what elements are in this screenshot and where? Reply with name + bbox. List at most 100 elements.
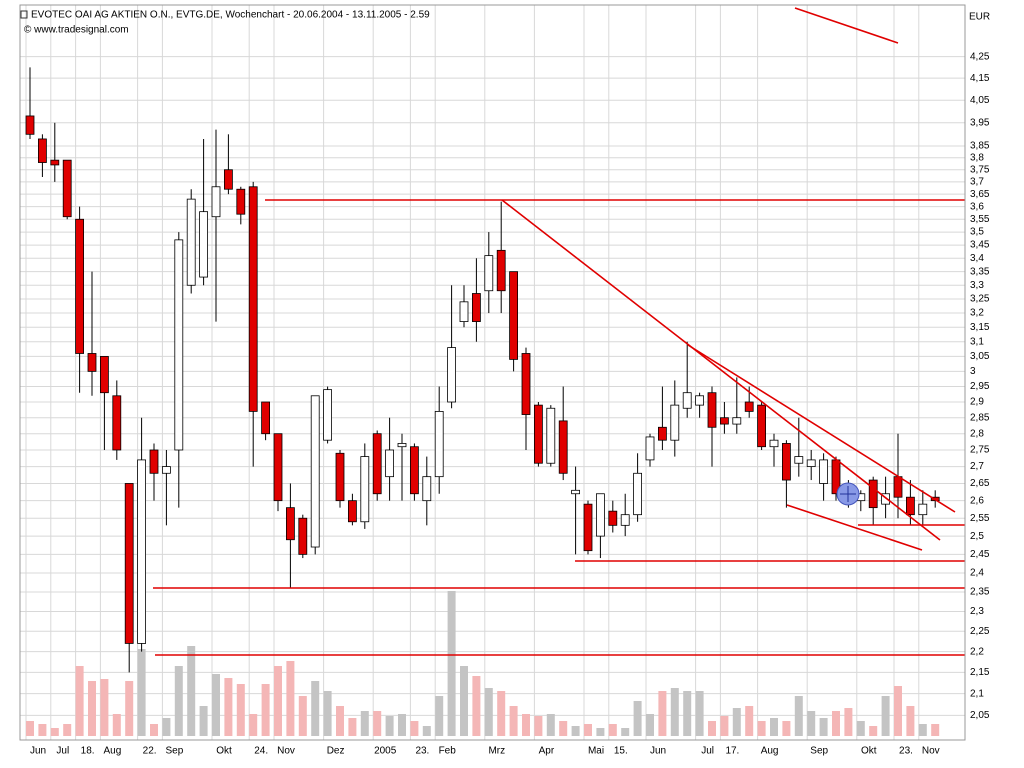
x-tick-label: Dez bbox=[327, 746, 345, 757]
marker bbox=[836, 482, 860, 506]
volume-bar bbox=[621, 728, 630, 736]
volume-bar bbox=[732, 708, 741, 736]
volume-bar bbox=[422, 726, 431, 736]
candle-body bbox=[806, 459, 816, 467]
y-tick-label: 4,15 bbox=[970, 73, 990, 84]
y-tick-label: 3,6 bbox=[970, 201, 984, 212]
volume-bar bbox=[460, 666, 468, 736]
y-tick-label: 2,05 bbox=[970, 710, 990, 721]
volume-bar bbox=[63, 724, 72, 736]
volume-bar bbox=[336, 706, 344, 736]
trend-line bbox=[786, 504, 923, 551]
x-tick-label: Aug bbox=[104, 746, 122, 757]
volume-bar bbox=[584, 724, 592, 736]
y-tick-label: 3,35 bbox=[970, 266, 990, 277]
volume-bar bbox=[683, 691, 692, 736]
x-tick-label: 15. bbox=[614, 746, 628, 757]
volume-bar bbox=[571, 726, 580, 736]
x-tick-label: Apr bbox=[539, 746, 555, 757]
volume-bar bbox=[484, 688, 493, 736]
volume-bar bbox=[844, 708, 853, 736]
y-tick-label: 3,85 bbox=[970, 141, 990, 152]
candle-body bbox=[484, 255, 494, 292]
x-tick-label: Mai bbox=[588, 746, 604, 757]
candle-body bbox=[422, 476, 432, 502]
y-tick-label: 3,5 bbox=[970, 227, 984, 238]
candle-body bbox=[720, 417, 729, 425]
volume-bar bbox=[472, 676, 481, 736]
candle-body bbox=[335, 452, 345, 502]
volume-bar bbox=[832, 711, 840, 736]
x-tick-label: Feb bbox=[439, 746, 457, 757]
y-tick-label: 3,3 bbox=[970, 280, 984, 291]
candle-body bbox=[211, 186, 221, 218]
candle-body bbox=[645, 436, 655, 461]
volume-bar bbox=[782, 721, 791, 736]
volume-bar bbox=[26, 721, 34, 736]
volume-bar bbox=[522, 714, 530, 736]
volume-bar bbox=[75, 666, 84, 736]
y-tick-label: 3,15 bbox=[970, 322, 990, 333]
y-tick-label: 2,55 bbox=[970, 513, 990, 524]
grid bbox=[20, 5, 965, 740]
y-tick-label: 2,35 bbox=[970, 587, 990, 598]
x-tick-label: Jul bbox=[56, 746, 69, 757]
volume-bar bbox=[150, 724, 158, 736]
y-tick-label: 3,4 bbox=[970, 253, 984, 264]
volume-bar bbox=[373, 711, 382, 736]
candle-body bbox=[372, 433, 382, 495]
volume-bar bbox=[819, 718, 828, 736]
candle-body bbox=[38, 138, 47, 163]
y-tick-label: 4,05 bbox=[970, 95, 990, 106]
y-tick-label: 2,5 bbox=[970, 531, 984, 542]
y-tick-label: 2,8 bbox=[970, 428, 984, 439]
volume-bar bbox=[100, 679, 109, 736]
y-tick-label: 2,45 bbox=[970, 549, 990, 560]
trend-line bbox=[687, 344, 956, 513]
y-tick-label: 3,7 bbox=[970, 177, 984, 188]
candle-body bbox=[360, 456, 370, 523]
y-tick-label: 2,2 bbox=[970, 646, 984, 657]
candle-body bbox=[695, 395, 704, 406]
trend-line bbox=[794, 7, 899, 44]
y-tick-label: 3,2 bbox=[970, 308, 984, 319]
candle-body bbox=[434, 410, 444, 478]
volume-bar bbox=[757, 721, 766, 736]
volume-bar bbox=[398, 714, 406, 736]
volume-bar bbox=[50, 728, 59, 736]
y-tick-label: 2,85 bbox=[970, 412, 990, 423]
candle-body bbox=[868, 479, 878, 509]
volume-bar bbox=[559, 721, 568, 736]
volume-bar bbox=[807, 711, 816, 736]
volume-bar bbox=[385, 716, 394, 736]
volume-bar bbox=[658, 691, 667, 736]
volume-bar bbox=[199, 706, 208, 736]
candle-body bbox=[248, 186, 258, 412]
volume-bar bbox=[311, 681, 320, 736]
candle-body bbox=[633, 472, 642, 516]
volume-bar bbox=[410, 721, 419, 736]
chart-title: EVOTEC OAI AG AKTIEN O.N., EVTG.DE, Woch… bbox=[31, 10, 430, 21]
candle-body bbox=[273, 433, 283, 502]
y-tick-label: 2,25 bbox=[970, 626, 990, 637]
y-tick-label: 3,05 bbox=[970, 351, 990, 362]
volume-bar bbox=[125, 681, 134, 736]
candle-body bbox=[558, 420, 568, 474]
volume bbox=[26, 591, 940, 736]
volume-bar bbox=[745, 706, 754, 736]
y-tick-label: 3,8 bbox=[970, 152, 984, 163]
candle-body bbox=[496, 249, 506, 292]
candle-body bbox=[397, 443, 407, 448]
candle-body bbox=[149, 449, 159, 474]
x-tick-label: Nov bbox=[922, 746, 940, 757]
y-tick-label: 3 bbox=[970, 366, 976, 377]
x-tick-label: Okt bbox=[861, 746, 877, 757]
y-tick-label: 2,6 bbox=[970, 495, 984, 506]
volume-bar bbox=[670, 688, 679, 736]
volume-bar bbox=[162, 718, 171, 736]
y-tick-label: 2,7 bbox=[970, 461, 984, 472]
x-tick-label: 2005 bbox=[374, 746, 397, 757]
x-tick-label: 23. bbox=[899, 746, 913, 757]
chart-subtitle: © www.tradesignal.com bbox=[24, 25, 129, 36]
